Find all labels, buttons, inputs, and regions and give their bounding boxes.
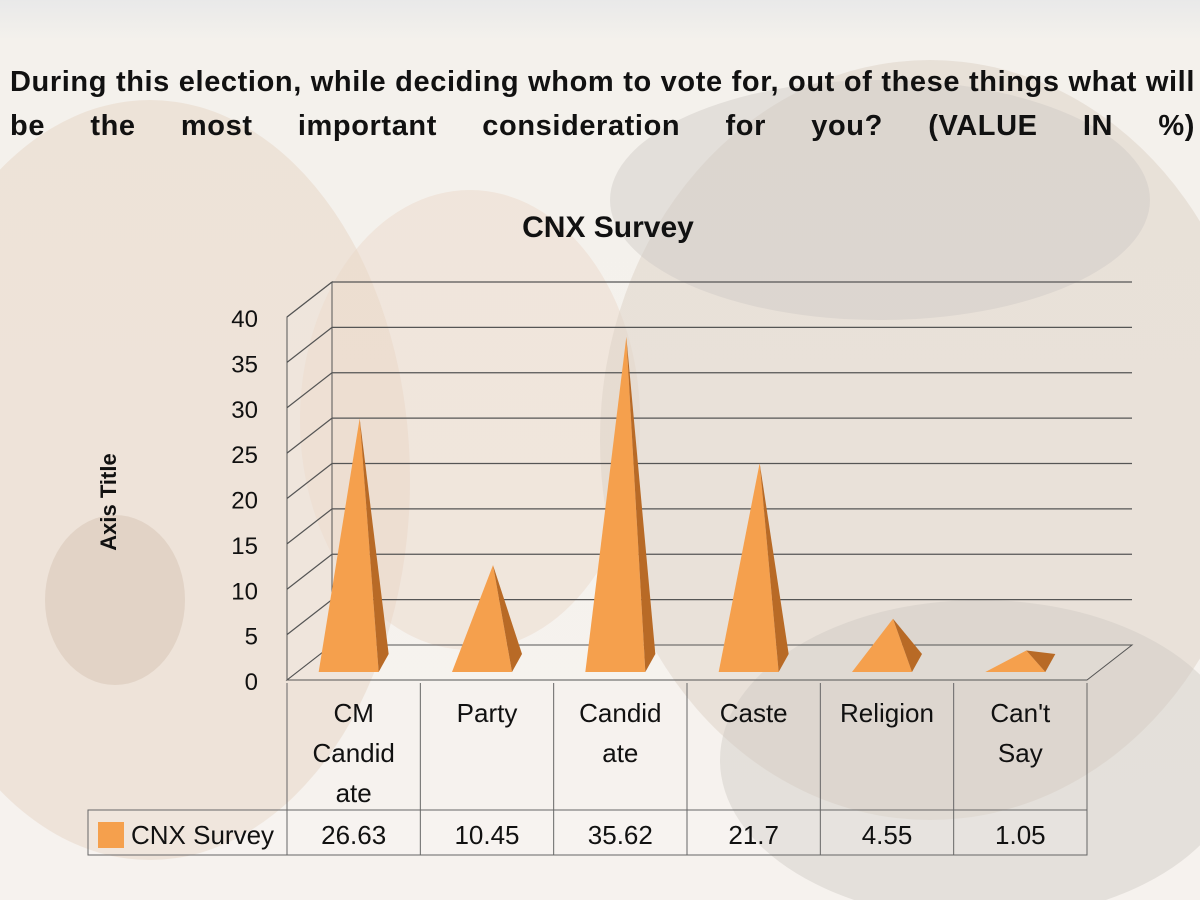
data-label: 35.62 <box>588 820 653 850</box>
y-tick-label: 40 <box>231 306 258 333</box>
data-table-row <box>87 809 1088 856</box>
y-tick-label: 20 <box>231 488 258 515</box>
bar <box>585 336 656 672</box>
x-tick-label: Can't Say <box>990 698 1051 768</box>
bar-front-face <box>318 418 379 672</box>
data-label: 1.05 <box>995 820 1046 850</box>
gridline-side <box>286 372 333 409</box>
bar <box>452 565 522 672</box>
bar-side-face <box>493 565 522 672</box>
legend-label: CNX Survey <box>131 820 274 850</box>
data-label: 10.45 <box>454 820 519 850</box>
bar-front-face <box>585 336 646 672</box>
gridline-side <box>286 553 333 590</box>
y-tick-label: 15 <box>231 533 258 560</box>
gridline-side <box>286 326 333 363</box>
bar <box>852 618 922 672</box>
data-label: 26.63 <box>321 820 386 850</box>
y-tick-label: 30 <box>231 397 258 424</box>
bar-front-face <box>452 565 512 672</box>
y-tick-label: 5 <box>245 624 258 651</box>
y-tick-label: 0 <box>245 669 258 696</box>
bar-side-face <box>893 618 922 672</box>
x-tick-label: CM Candid ate <box>312 698 394 808</box>
legend-swatch <box>98 822 124 848</box>
y-tick-label: 35 <box>231 351 258 378</box>
x-tick-label: Caste <box>720 698 788 728</box>
slide-question: During this election, while deciding who… <box>10 66 1195 142</box>
bar <box>985 650 1056 672</box>
bar-front-face <box>852 618 912 672</box>
data-label: 4.55 <box>862 820 913 850</box>
bar-side-face <box>359 418 389 672</box>
x-tick-label: Party <box>457 698 518 728</box>
gridline-side <box>286 508 333 545</box>
bar-side-face <box>626 336 656 672</box>
bar-side-face <box>759 463 789 672</box>
data-label: 21.7 <box>728 820 779 850</box>
bar <box>318 418 389 672</box>
gridline-side <box>286 417 333 454</box>
x-tick-label: Candid ate <box>579 698 661 768</box>
chart-title: CNX Survey <box>522 211 694 244</box>
y-tick-label: 25 <box>231 442 258 469</box>
bar-front-face <box>718 463 779 672</box>
bar <box>718 463 789 672</box>
gridline-side <box>286 281 333 318</box>
plot-area: 0 5 10 15 20 25 30 35 40 CM Candid ate Party Candid at… <box>87 280 1134 856</box>
y-axis-title: Axis Title <box>96 453 121 550</box>
y-tick-label: 10 <box>231 578 258 605</box>
x-tick-label: Religion <box>840 698 934 728</box>
gridline-side <box>286 463 333 499</box>
gridline-side <box>286 599 333 636</box>
bar-side-face <box>1026 650 1056 672</box>
bar-front-face <box>985 650 1046 672</box>
